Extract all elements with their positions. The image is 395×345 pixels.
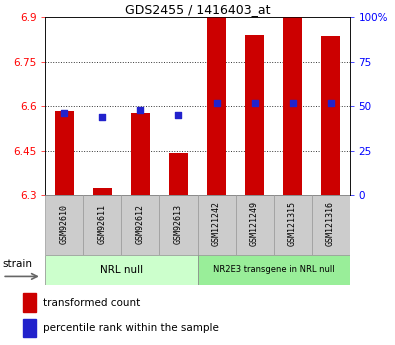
Text: GSM92612: GSM92612 bbox=[136, 204, 145, 244]
Bar bbox=[245, 35, 264, 195]
Point bbox=[137, 107, 144, 112]
FancyBboxPatch shape bbox=[45, 195, 83, 255]
Point bbox=[251, 100, 258, 105]
Point bbox=[290, 100, 296, 105]
Bar bbox=[23, 293, 36, 312]
Title: GDS2455 / 1416403_at: GDS2455 / 1416403_at bbox=[125, 3, 270, 16]
Point bbox=[327, 100, 334, 105]
Text: GSM92611: GSM92611 bbox=[98, 204, 107, 244]
Bar bbox=[321, 37, 340, 195]
Text: GSM121316: GSM121316 bbox=[326, 201, 335, 246]
Text: GSM121242: GSM121242 bbox=[212, 201, 221, 246]
Text: GSM121249: GSM121249 bbox=[250, 201, 259, 246]
Bar bbox=[283, 17, 302, 195]
Bar bbox=[23, 318, 36, 337]
Text: strain: strain bbox=[2, 258, 32, 268]
FancyBboxPatch shape bbox=[198, 255, 350, 285]
Text: GSM92613: GSM92613 bbox=[174, 204, 183, 244]
Text: NR2E3 transgene in NRL null: NR2E3 transgene in NRL null bbox=[213, 265, 334, 275]
Text: NRL null: NRL null bbox=[100, 265, 143, 275]
Bar bbox=[55, 110, 74, 195]
Point bbox=[61, 110, 68, 116]
FancyBboxPatch shape bbox=[198, 195, 235, 255]
Bar bbox=[131, 114, 150, 195]
Text: transformed count: transformed count bbox=[43, 298, 141, 308]
Text: GSM121315: GSM121315 bbox=[288, 201, 297, 246]
FancyBboxPatch shape bbox=[235, 195, 273, 255]
Point bbox=[99, 114, 105, 119]
FancyBboxPatch shape bbox=[273, 195, 312, 255]
FancyBboxPatch shape bbox=[122, 195, 160, 255]
Point bbox=[213, 100, 220, 105]
FancyBboxPatch shape bbox=[83, 195, 122, 255]
Point bbox=[175, 112, 182, 118]
Text: GSM92610: GSM92610 bbox=[60, 204, 69, 244]
FancyBboxPatch shape bbox=[312, 195, 350, 255]
FancyBboxPatch shape bbox=[160, 195, 198, 255]
Bar bbox=[169, 154, 188, 195]
FancyBboxPatch shape bbox=[45, 255, 198, 285]
Bar bbox=[93, 188, 112, 195]
Bar bbox=[207, 17, 226, 195]
Text: percentile rank within the sample: percentile rank within the sample bbox=[43, 323, 219, 333]
